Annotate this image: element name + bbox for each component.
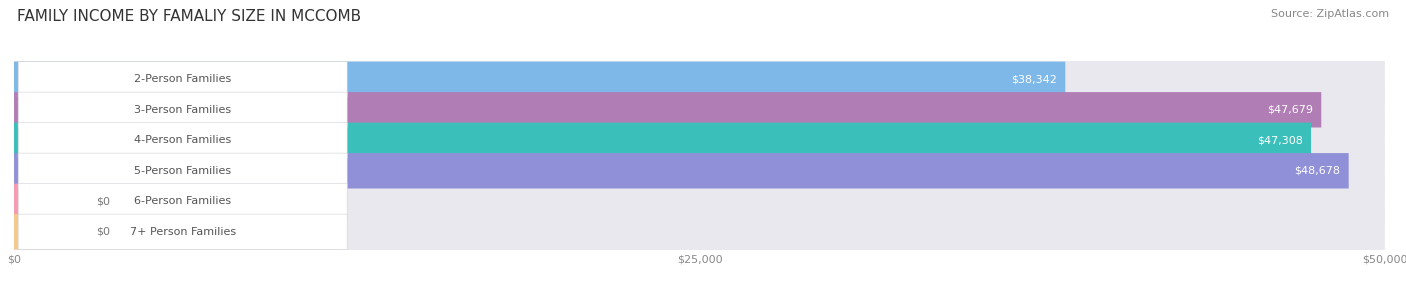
FancyBboxPatch shape	[14, 85, 1385, 134]
FancyBboxPatch shape	[14, 153, 1348, 188]
Text: 4-Person Families: 4-Person Families	[134, 135, 232, 145]
Text: 5-Person Families: 5-Person Families	[134, 166, 231, 176]
FancyBboxPatch shape	[14, 177, 1385, 226]
Text: 6-Person Families: 6-Person Families	[134, 196, 231, 206]
Text: $47,679: $47,679	[1267, 105, 1313, 115]
Text: FAMILY INCOME BY FAMALIY SIZE IN MCCOMB: FAMILY INCOME BY FAMALIY SIZE IN MCCOMB	[17, 9, 361, 24]
FancyBboxPatch shape	[18, 123, 347, 158]
FancyBboxPatch shape	[14, 92, 1322, 127]
FancyBboxPatch shape	[14, 55, 1385, 104]
FancyBboxPatch shape	[18, 92, 347, 127]
FancyBboxPatch shape	[14, 62, 1066, 97]
Text: $38,342: $38,342	[1011, 74, 1057, 84]
FancyBboxPatch shape	[14, 184, 80, 219]
Text: 7+ Person Families: 7+ Person Families	[129, 227, 236, 237]
FancyBboxPatch shape	[18, 184, 347, 219]
FancyBboxPatch shape	[14, 123, 1312, 158]
Text: 3-Person Families: 3-Person Families	[134, 105, 231, 115]
Text: $47,308: $47,308	[1257, 135, 1303, 145]
FancyBboxPatch shape	[14, 214, 80, 249]
FancyBboxPatch shape	[14, 207, 1385, 256]
Text: Source: ZipAtlas.com: Source: ZipAtlas.com	[1271, 9, 1389, 19]
FancyBboxPatch shape	[18, 62, 347, 97]
FancyBboxPatch shape	[14, 146, 1385, 195]
FancyBboxPatch shape	[18, 214, 347, 249]
Text: $48,678: $48,678	[1295, 166, 1340, 176]
Text: $0: $0	[96, 196, 110, 206]
Text: 2-Person Families: 2-Person Families	[134, 74, 232, 84]
FancyBboxPatch shape	[18, 153, 347, 188]
Text: $0: $0	[96, 227, 110, 237]
FancyBboxPatch shape	[14, 116, 1385, 165]
